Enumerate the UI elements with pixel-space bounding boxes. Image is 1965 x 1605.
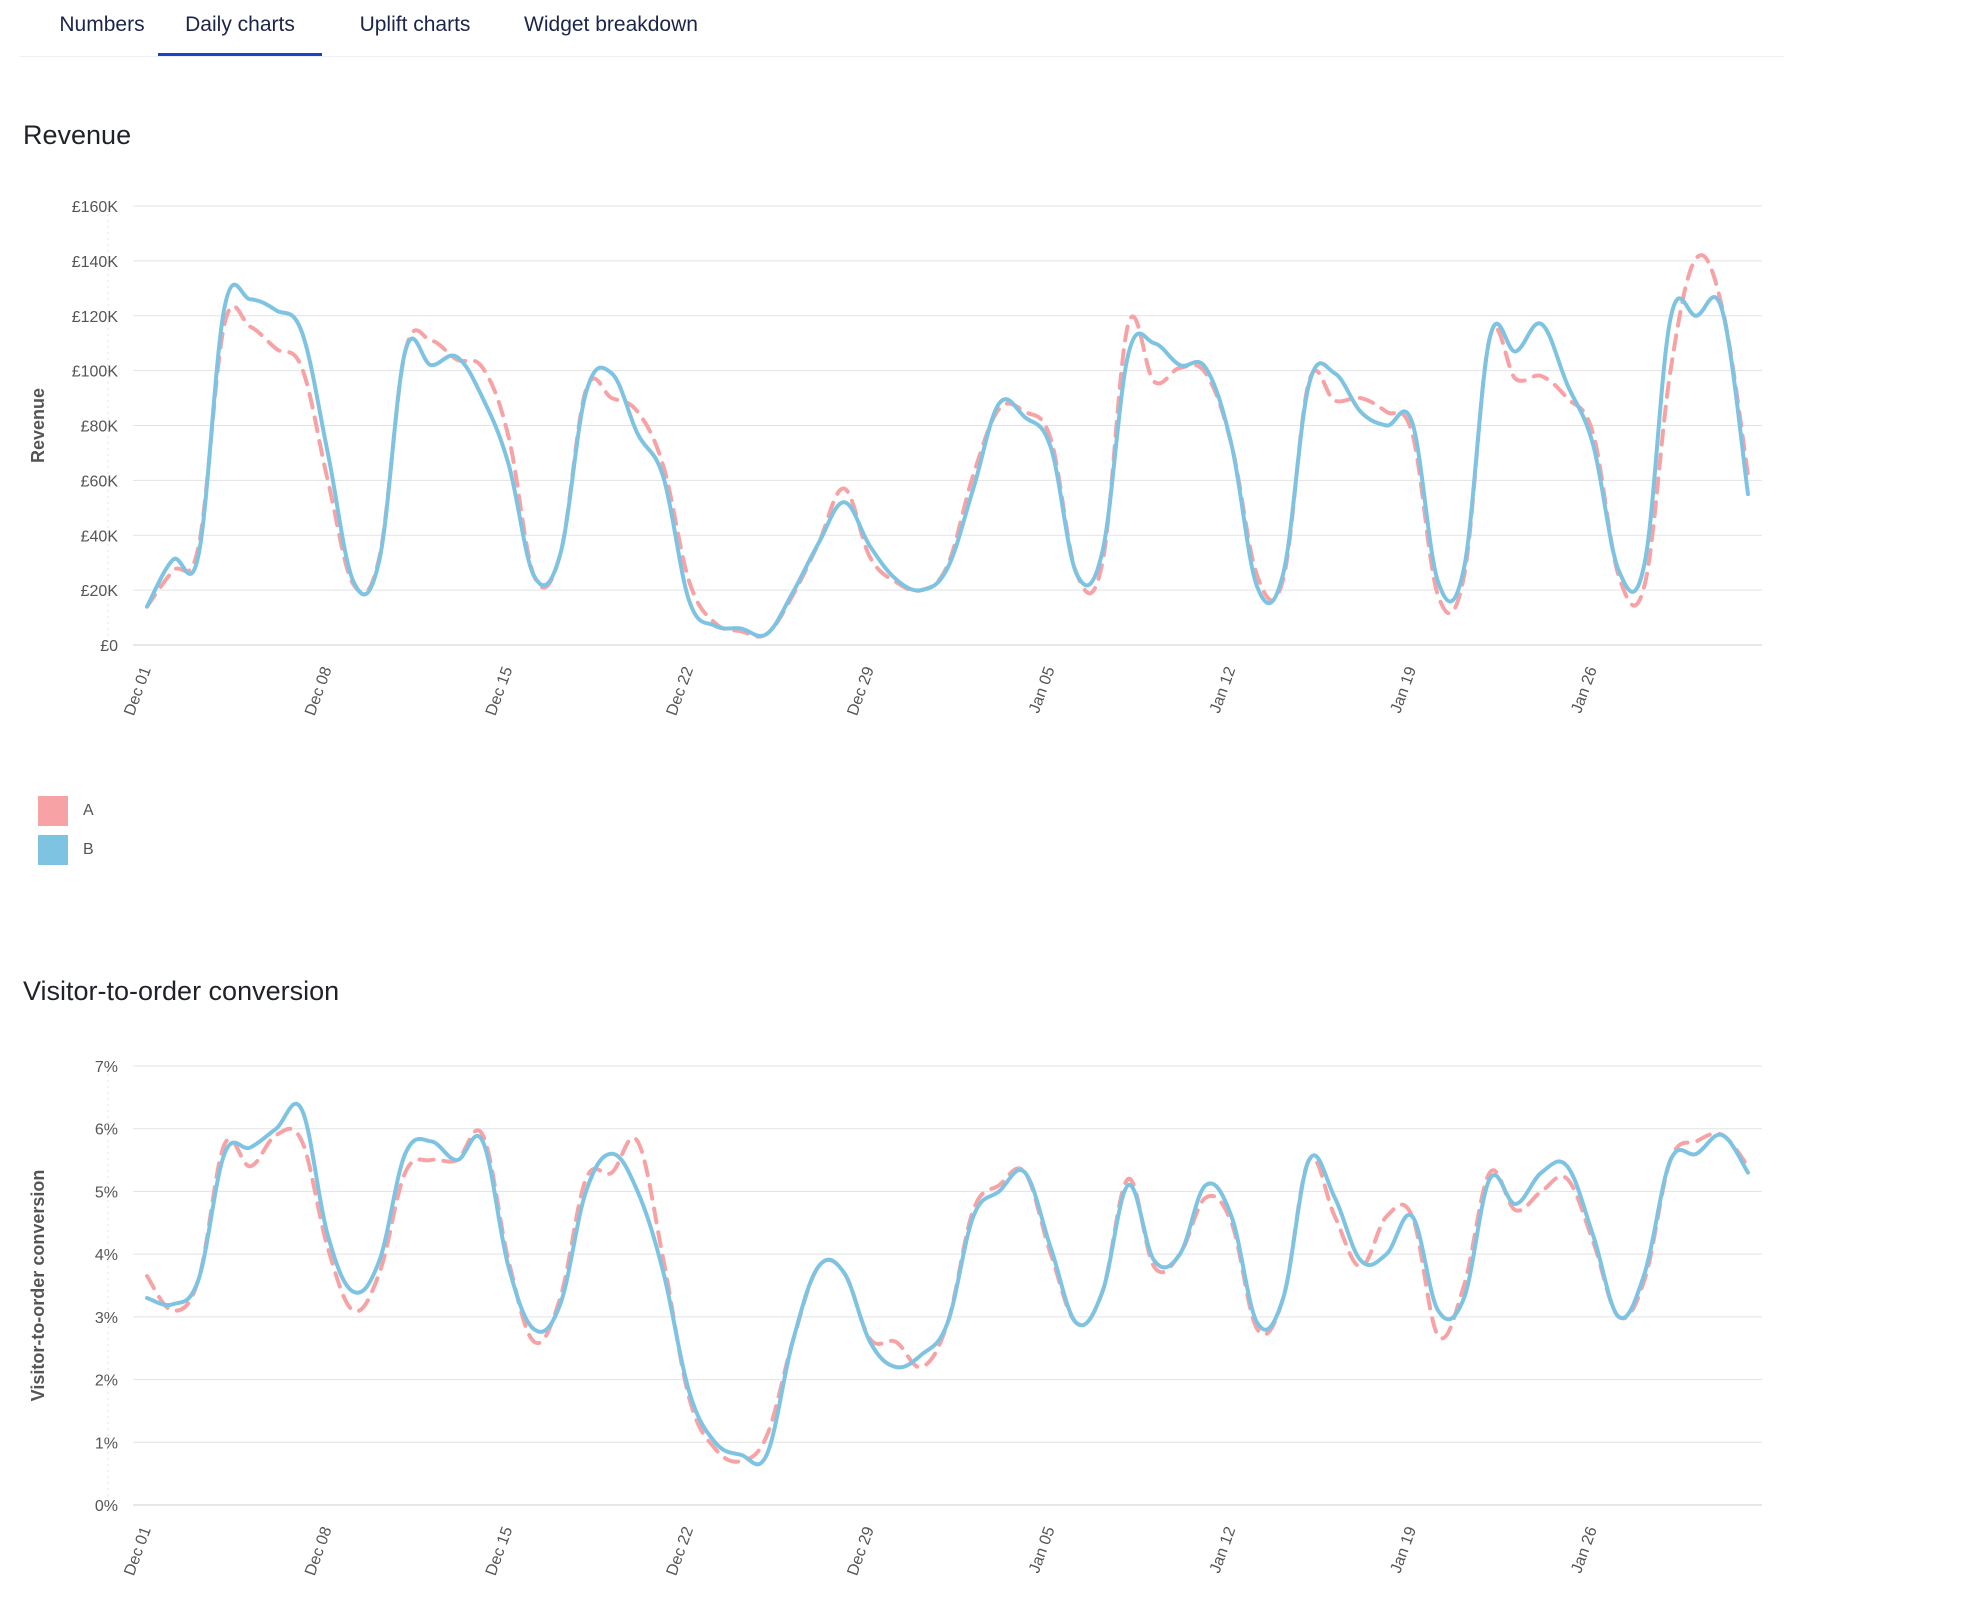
legend-item-b[interactable]: B <box>38 835 158 866</box>
revenue-y-tick-label: £0 <box>100 638 118 655</box>
conversion-x-tick-label: Dec 15 <box>483 1524 516 1578</box>
conversion-y-tick-label: 3% <box>95 1310 118 1327</box>
tab-bar: Numbers Daily charts Uplift charts Widge… <box>20 0 1784 57</box>
revenue-x-tick-label: Dec 22 <box>664 664 697 718</box>
revenue-y-tick-label: £140K <box>72 254 119 271</box>
revenue-x-tick-label: Jan 19 <box>1388 664 1420 715</box>
revenue-x-tick-label: Jan 05 <box>1026 664 1058 715</box>
revenue-y-tick-label: £100K <box>72 364 119 381</box>
conversion-chart: Visitor-to-order conversion 0% 1% 2% 3% 4% 5% 6… <box>28 1059 1762 1578</box>
revenue-series-a-line[interactable] <box>145 253 1750 639</box>
revenue-y-tick-label: £20K <box>81 583 119 600</box>
revenue-series-b-line[interactable] <box>145 282 1750 639</box>
tab-numbers[interactable]: Numbers <box>59 13 145 36</box>
revenue-x-tick-label: Dec 29 <box>844 664 877 718</box>
conversion-y-tick-label: 4% <box>95 1247 118 1264</box>
revenue-x-tick-label: Dec 01 <box>121 664 154 718</box>
conversion-y-tick-label: 7% <box>95 1059 118 1076</box>
conversion-y-tick-label: 0% <box>95 1498 118 1515</box>
legend-swatch-a <box>38 796 68 826</box>
legend-item-a[interactable]: A <box>38 796 158 827</box>
conversion-x-tick-label: Jan 12 <box>1207 1524 1239 1575</box>
conversion-y-tick-label: 2% <box>95 1373 118 1390</box>
revenue-x-tick-label: Dec 15 <box>483 664 516 718</box>
revenue-y-axis-label: Revenue <box>28 388 48 463</box>
revenue-chart: Revenue £0 £20K £40K £60K £80K £100K £120K £140K… <box>28 199 1762 718</box>
legend-label-a: A <box>83 802 94 819</box>
conversion-y-tick-label: 1% <box>95 1435 118 1452</box>
legend-label-b: B <box>83 841 94 858</box>
chart-legend: A B <box>38 796 158 874</box>
conversion-y-tick-label: 5% <box>95 1184 118 1201</box>
legend-swatch-b <box>38 835 68 865</box>
conversion-series-a-line[interactable] <box>145 1126 1750 1464</box>
revenue-y-tick-label: £80K <box>81 419 119 436</box>
tab-uplift-charts[interactable]: Uplift charts <box>359 13 471 36</box>
conversion-x-tick-label: Dec 22 <box>664 1524 697 1578</box>
conversion-x-tick-label: Dec 08 <box>302 1524 335 1578</box>
tab-widget-breakdown[interactable]: Widget breakdown <box>524 13 698 36</box>
conversion-x-tick-label: Jan 05 <box>1026 1524 1058 1575</box>
revenue-x-tick-label: Dec 08 <box>302 664 335 718</box>
revenue-x-tick-label: Jan 12 <box>1207 664 1239 715</box>
conversion-y-tick-label: 6% <box>95 1122 118 1139</box>
conversion-x-tick-label: Dec 29 <box>844 1524 877 1578</box>
conversion-series-b-line[interactable] <box>145 1101 1750 1467</box>
conversion-x-tick-label: Jan 26 <box>1568 1524 1600 1575</box>
conversion-x-tick-label: Dec 01 <box>121 1524 154 1578</box>
revenue-y-tick-label: £120K <box>72 309 119 326</box>
revenue-y-tick-label: £160K <box>72 199 119 216</box>
revenue-y-tick-label: £40K <box>81 528 119 545</box>
conversion-y-axis-label: Visitor-to-order conversion <box>28 1170 48 1402</box>
revenue-chart-title: Revenue <box>23 120 132 150</box>
conversion-chart-title: Visitor-to-order conversion <box>23 976 340 1006</box>
revenue-y-tick-label: £60K <box>81 473 119 490</box>
tab-daily-charts[interactable]: Daily charts <box>158 0 322 56</box>
conversion-x-tick-label: Jan 19 <box>1388 1524 1420 1575</box>
revenue-x-tick-label: Jan 26 <box>1568 664 1600 715</box>
